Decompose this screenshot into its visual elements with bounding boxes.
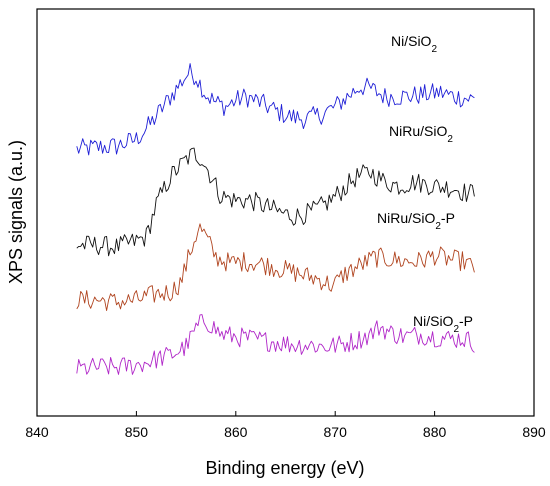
plot-frame [36, 8, 535, 417]
series-label: Ni/SiO2 [391, 33, 437, 55]
series-line [76, 223, 475, 312]
x-tick-label: 850 [125, 424, 149, 440]
x-tick-label: 860 [224, 424, 248, 440]
x-tick-label: 880 [423, 424, 447, 440]
x-tick-label: 840 [25, 424, 49, 440]
x-axis-ticks: 840 850 860 870 880 890 [25, 411, 546, 440]
x-tick-label: 890 [522, 424, 546, 440]
series-label-main: Ni/SiO [391, 33, 432, 49]
series-label: Ni/SiO2-P [413, 313, 473, 335]
series-label-main: Ni/SiO [413, 313, 454, 329]
series-line [76, 314, 475, 375]
series-label-suffix: -P [441, 210, 455, 226]
series-line [76, 147, 475, 257]
series-label-main: NiRu/SiO [377, 210, 435, 226]
series-label-suffix: -P [459, 313, 473, 329]
x-axis-title: Binding energy (eV) [205, 458, 364, 478]
series-label-subscript: 2 [431, 44, 437, 55]
y-axis-title: XPS signals (a.u.) [6, 140, 26, 284]
series-label-subscript: 2 [435, 221, 441, 232]
series-lines [76, 63, 475, 375]
series-label: NiRu/SiO2 [389, 123, 453, 145]
series-line [76, 63, 475, 156]
series-label-subscript: 2 [447, 134, 453, 145]
series-label-main: NiRu/SiO [389, 123, 447, 139]
series-label: NiRu/SiO2-P [377, 210, 455, 232]
x-tick-label: 870 [324, 424, 348, 440]
series-label-subscript: 2 [453, 324, 459, 335]
